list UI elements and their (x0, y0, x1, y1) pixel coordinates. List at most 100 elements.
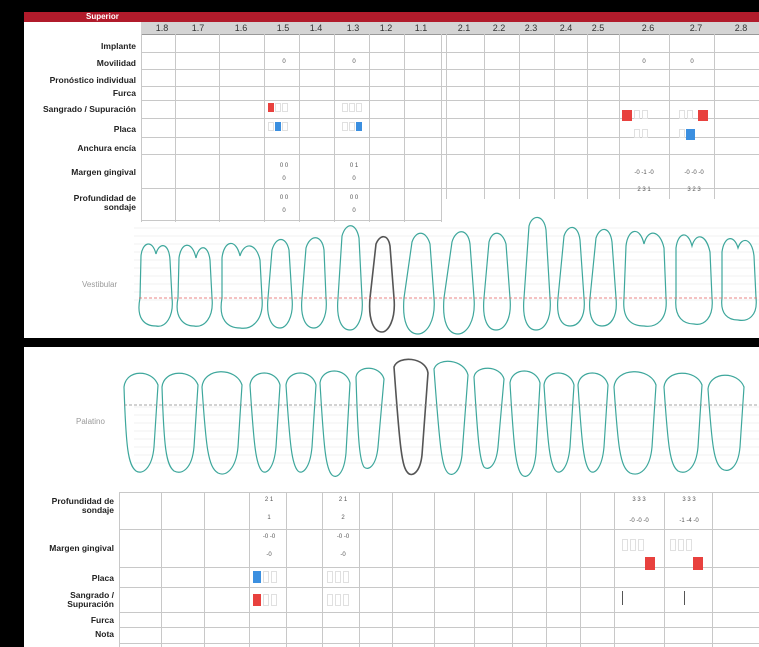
plaque-cell[interactable] (335, 571, 341, 583)
bleeding-cell[interactable] (342, 103, 348, 112)
probing-value-15[interactable]: 0 0 (279, 195, 289, 201)
margin-value-27[interactable]: -0 -0 -0 (684, 170, 704, 176)
probing-palatal-27-b[interactable]: -1 -4 -0 (679, 518, 699, 524)
bleeding-cell[interactable] (271, 594, 277, 606)
tooth-number-26[interactable]: 2.6 (641, 23, 655, 33)
tooth-14-icon[interactable] (301, 237, 327, 329)
tooth-15-palatal-icon[interactable] (249, 372, 281, 473)
margin-cell[interactable] (622, 539, 628, 551)
tooth-number-13[interactable]: 1.3 (346, 23, 360, 33)
probing-palatal-27[interactable]: 3 3 3 (682, 497, 696, 503)
tooth-26-icon[interactable] (623, 230, 667, 327)
tooth-number-25[interactable]: 2.5 (591, 23, 605, 33)
margin-value-26[interactable]: -0 -1 -0 (634, 170, 654, 176)
tooth-18-icon[interactable] (138, 243, 173, 327)
tooth-number-18[interactable]: 1.8 (155, 23, 169, 33)
tooth-number-17[interactable]: 1.7 (191, 23, 205, 33)
margin-cell[interactable] (686, 539, 692, 551)
probing-palatal-13[interactable]: 2 1 (338, 497, 348, 503)
palatal-teeth-diagram[interactable] (24, 347, 759, 487)
margin-palatal-13-b[interactable]: -0 (340, 552, 346, 558)
tooth-22-icon[interactable] (483, 232, 511, 331)
tooth-number-11[interactable]: 1.1 (414, 23, 428, 33)
mobility-value-26[interactable]: 0 (642, 59, 646, 65)
margin-cell[interactable] (670, 539, 676, 551)
plaque-cell[interactable] (679, 129, 685, 138)
bleeding-marker-15[interactable] (268, 103, 274, 112)
bleeding-cell[interactable] (343, 594, 349, 606)
tooth-number-28[interactable]: 2.8 (734, 23, 748, 33)
bleeding-cell[interactable] (263, 594, 269, 606)
bleeding-cell[interactable] (634, 110, 640, 119)
margin-palatal-13[interactable]: -0 -0 (336, 534, 350, 540)
tooth-17-icon[interactable] (176, 244, 213, 327)
bleeding-cell[interactable] (687, 110, 693, 119)
bleeding-marker-palatal-15[interactable] (253, 594, 261, 606)
bleeding-cell[interactable] (335, 594, 341, 606)
tooth-27-icon[interactable] (675, 234, 713, 325)
tooth-26-palatal-icon[interactable] (613, 371, 657, 475)
tooth-23-icon[interactable] (523, 216, 551, 331)
tooth-14-palatal-icon[interactable] (285, 372, 317, 473)
margin-value-13[interactable]: 0 1 (349, 163, 359, 169)
tooth-12-icon[interactable] (368, 235, 396, 333)
mobility-value-15[interactable]: 0 (282, 59, 286, 65)
bleeding-cell[interactable] (356, 103, 362, 112)
tooth-number-24[interactable]: 2.4 (559, 23, 573, 33)
margin-cell[interactable] (630, 539, 636, 551)
probing-palatal-13-b[interactable]: 2 (341, 515, 345, 521)
bleeding-cell[interactable] (642, 110, 648, 119)
tooth-number-21[interactable]: 2.1 (457, 23, 471, 33)
tooth-13-icon[interactable] (337, 225, 363, 331)
plaque-cell[interactable] (342, 122, 348, 131)
mobility-value-27[interactable]: 0 (690, 59, 694, 65)
mobility-value-13[interactable]: 0 (352, 59, 356, 65)
tooth-number-22[interactable]: 2.2 (492, 23, 506, 33)
tooth-22-palatal-icon[interactable] (473, 367, 505, 469)
probing-value-13-b[interactable]: 0 (352, 208, 356, 214)
plaque-cell[interactable] (642, 129, 648, 138)
probing-value-26[interactable]: 2 3 1 (637, 187, 651, 193)
margin-palatal-15[interactable]: -0 -0 (262, 534, 276, 540)
tooth-11-icon[interactable] (403, 232, 435, 335)
plaque-marker-27[interactable] (686, 129, 695, 140)
margin-value-13-b[interactable]: 0 (352, 176, 356, 182)
margin-palatal-15-b[interactable]: -0 (266, 552, 272, 558)
plaque-cell[interactable] (263, 571, 269, 583)
probing-value-15-b[interactable]: 0 (282, 208, 286, 214)
tooth-16-icon[interactable] (220, 242, 263, 329)
probing-palatal-15-b[interactable]: 1 (267, 515, 271, 521)
margin-value-15[interactable]: 0 0 (279, 163, 289, 169)
bleeding-cell[interactable] (275, 103, 281, 112)
tooth-25-palatal-icon[interactable] (577, 372, 609, 473)
tooth-25-icon[interactable] (589, 228, 617, 327)
probing-palatal-26-b[interactable]: -0 -0 -0 (629, 518, 649, 524)
probing-value-13[interactable]: 0 0 (349, 195, 359, 201)
tooth-21-icon[interactable] (443, 231, 475, 335)
tooth-number-14[interactable]: 1.4 (309, 23, 323, 33)
plaque-marker-palatal-26[interactable] (645, 557, 655, 570)
margin-cell[interactable] (638, 539, 644, 551)
tooth-15-icon[interactable] (267, 238, 293, 329)
tooth-18-palatal-icon[interactable] (123, 372, 159, 473)
probing-value-27[interactable]: 3 2 3 (687, 187, 701, 193)
tooth-16-palatal-icon[interactable] (201, 371, 243, 475)
probing-palatal-26[interactable]: 3 3 3 (632, 497, 646, 503)
bleeding-cell[interactable] (282, 103, 288, 112)
bleeding-marker-27[interactable] (698, 110, 708, 121)
tooth-number-23[interactable]: 2.3 (524, 23, 538, 33)
bleeding-cell[interactable] (349, 103, 355, 112)
tooth-21-palatal-icon[interactable] (433, 360, 469, 475)
plaque-marker-15[interactable] (275, 122, 281, 131)
bleeding-cell[interactable] (679, 110, 685, 119)
bleeding-cell[interactable] (327, 594, 333, 606)
tooth-number-15[interactable]: 1.5 (276, 23, 290, 33)
furca-marker-27[interactable] (684, 591, 685, 605)
plaque-cell[interactable] (634, 129, 640, 138)
tooth-number-16[interactable]: 1.6 (234, 23, 248, 33)
tooth-27-palatal-icon[interactable] (663, 372, 703, 473)
plaque-marker-palatal-27[interactable] (693, 557, 703, 570)
tooth-17-palatal-icon[interactable] (161, 372, 199, 473)
tooth-12-palatal-icon[interactable] (355, 367, 385, 469)
tooth-11-palatal-icon[interactable] (393, 358, 429, 476)
